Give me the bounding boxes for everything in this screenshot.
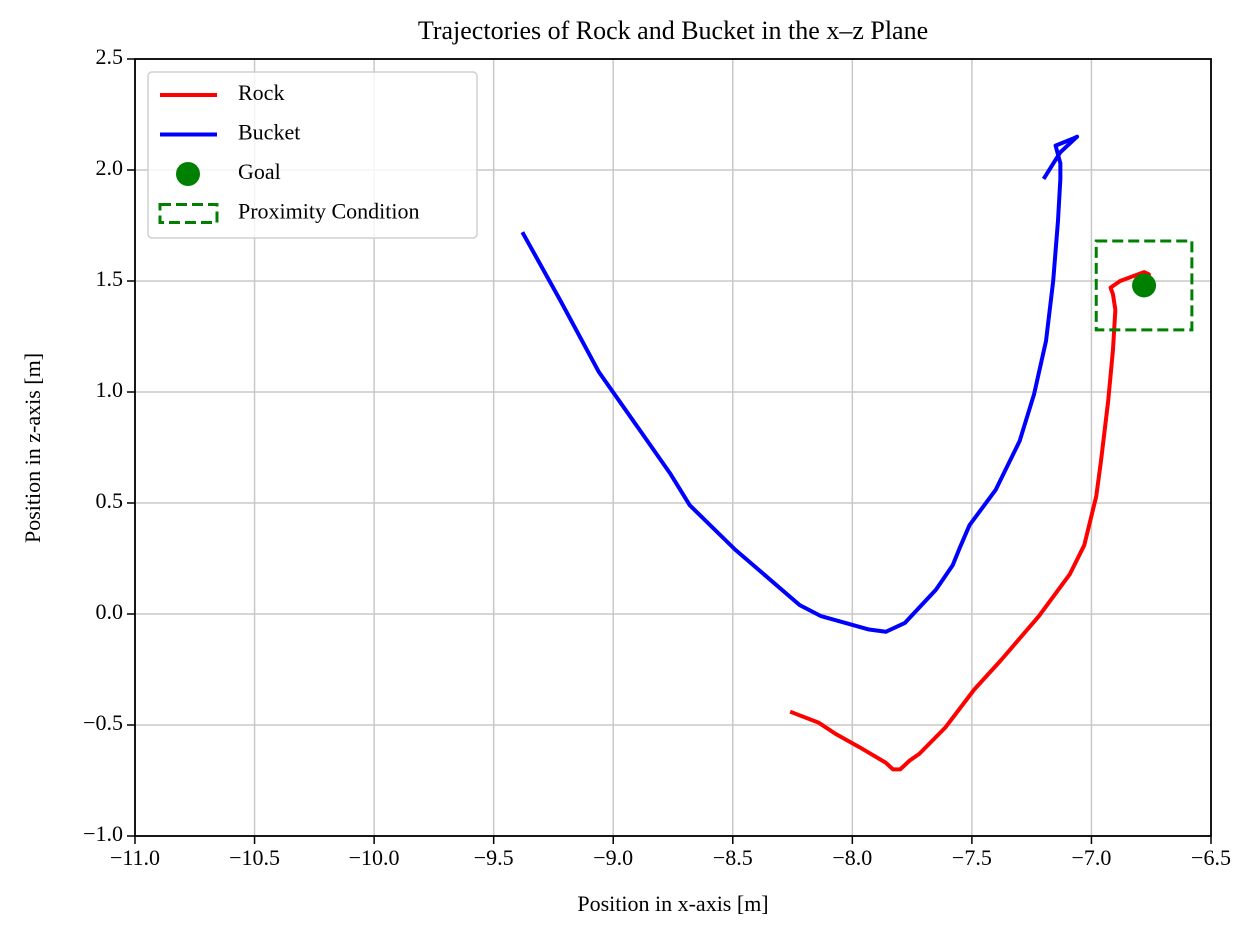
legend-box <box>147 71 478 239</box>
x-tick-label: −8.0 <box>832 845 872 870</box>
legend-label: Rock <box>238 80 284 105</box>
y-tick-label: 0.0 <box>96 599 124 624</box>
y-tick-label: 1.5 <box>96 266 124 291</box>
x-tick-label: −9.5 <box>474 845 514 870</box>
y-tick-label: 1.0 <box>96 377 124 402</box>
y-tick-label: 2.5 <box>96 44 124 69</box>
series-line <box>520 134 1080 634</box>
x-tick-label: −7.0 <box>1071 845 1111 870</box>
plot-frame <box>134 58 1212 837</box>
x-tick-label: −9.0 <box>593 845 633 870</box>
x-tick-label: −8.5 <box>713 845 753 870</box>
y-tick-label: −1.0 <box>83 821 123 846</box>
proximity-box <box>1094 239 1194 332</box>
legend-label: Bucket <box>238 120 300 145</box>
y-tick-label: 2.0 <box>96 155 124 180</box>
x-tick-label: −10.0 <box>349 845 400 870</box>
x-tick-label: −10.5 <box>229 845 280 870</box>
x-axis-label: Position in x-axis [m] <box>577 891 768 916</box>
y-axis-label: Position in z-axis [m] <box>20 353 45 543</box>
chart-title: Trajectories of Rock and Bucket in the x… <box>418 16 928 45</box>
legend-label: Proximity Condition <box>238 199 420 224</box>
legend-swatch <box>176 162 200 186</box>
legend-label: Goal <box>238 159 281 184</box>
x-tick-label: −6.5 <box>1191 845 1231 870</box>
x-tick-label: −7.5 <box>952 845 992 870</box>
y-tick-label: −0.5 <box>83 710 123 735</box>
legend-swatch <box>158 203 219 224</box>
series-line <box>789 270 1151 772</box>
x-tick-label: −11.0 <box>110 845 160 870</box>
y-tick-label: 0.5 <box>96 488 124 513</box>
goal-marker <box>1132 273 1157 298</box>
